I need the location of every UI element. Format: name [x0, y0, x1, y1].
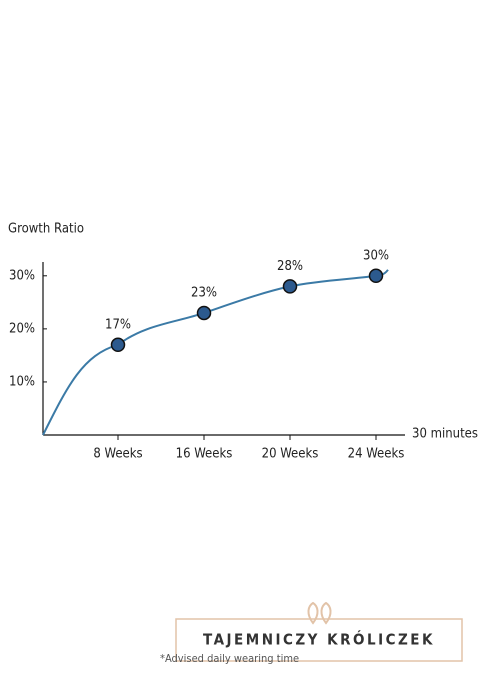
x-tick-label: 16 Weeks	[176, 447, 233, 462]
value-label: 30%	[363, 248, 389, 263]
point	[110, 337, 126, 353]
brand: TAJEMNICZY KRÓLICZEK	[203, 630, 435, 649]
x-tick-label: 20 Weeks	[262, 447, 319, 462]
value-label: 17%	[105, 317, 131, 332]
value-label: 23%	[191, 285, 217, 300]
value-label: 28%	[277, 259, 303, 274]
x-tick-label: 24 Weeks	[348, 447, 405, 462]
line-lead	[42, 343, 119, 436]
x-axis-label: 30 minutes	[412, 427, 478, 442]
point	[282, 279, 298, 294]
logo-ear	[307, 601, 319, 625]
x-tick-label: 8 Weeks	[93, 447, 142, 462]
y-tick-label: 30%	[9, 268, 35, 283]
logo-ear	[320, 601, 332, 625]
point	[196, 305, 212, 321]
y-tick-label: 10%	[9, 374, 35, 389]
y-tick-label: 20%	[9, 321, 35, 336]
line	[117, 274, 377, 346]
y-axis-label: Growth Ratio	[8, 222, 84, 237]
logo: TAJEMNICZY KRÓLICZEK	[175, 601, 463, 662]
logo-box	[175, 618, 463, 662]
footnote: *Advised daily wearing time	[160, 652, 299, 665]
point	[368, 268, 384, 284]
